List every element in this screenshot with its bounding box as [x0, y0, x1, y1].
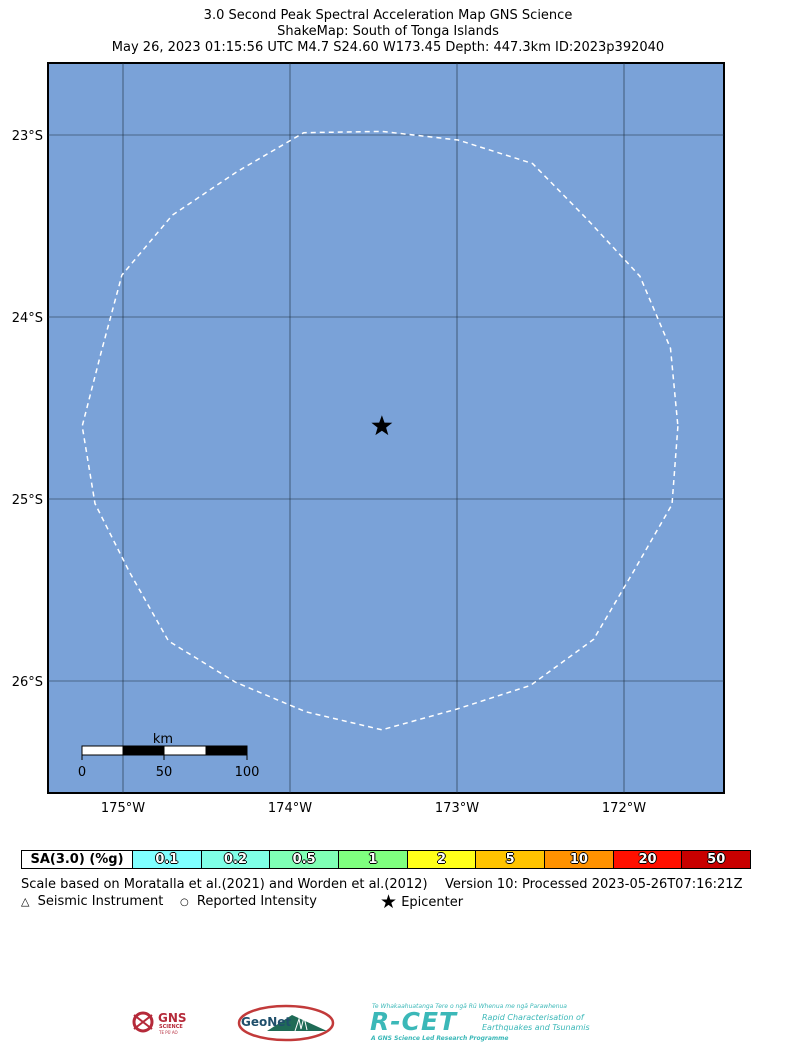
graticule — [48, 63, 724, 793]
scale-bar-unit: km — [153, 732, 173, 747]
rcet-description-1: Rapid Characterisation of — [482, 1013, 584, 1022]
rcet-description-2: Earthquakes and Tsunamis — [482, 1023, 590, 1032]
legend-bin: 20 — [613, 851, 683, 868]
legend-bin: 0.2 — [201, 851, 271, 868]
geonet-emblem-icon — [237, 1004, 335, 1042]
contour-line — [81, 130, 679, 731]
scale-bar-tick-100: 100 — [235, 765, 260, 780]
gns-logo: GNS SCIENCE TE PŪ AO — [130, 1009, 192, 1037]
longitude-label: 172°W — [602, 801, 646, 816]
legend-label: SA(3.0) (%g) — [22, 851, 133, 868]
version-note: Version 10: Processed 2023-05-26T07:16:2… — [445, 877, 743, 892]
scale-bar-segment-1 — [81, 745, 124, 756]
circle-icon: ○ — [180, 897, 189, 908]
seismic-instrument-label: Seismic Instrument — [37, 894, 164, 909]
legend-bin: 10 — [545, 851, 614, 868]
scale-bar-segment-4 — [205, 745, 248, 756]
reported-intensity-label: Reported Intensity — [196, 894, 317, 909]
longitude-labels: 175°W 174°W 173°W 172°W — [101, 801, 646, 816]
longitude-label: 173°W — [435, 801, 479, 816]
latitude-labels: 23°S 24°S 25°S 26°S — [12, 129, 43, 690]
geonet-wordmark: GeoNet — [241, 1015, 292, 1029]
legend-epicenter: ★ Epicenter — [380, 891, 463, 913]
rcet-tagline-top: Te Whakaahuatanga Tere o ngā Rū Whenua m… — [372, 1003, 567, 1010]
map-subtitle: ShakeMap: South of Tonga Islands — [277, 24, 499, 39]
legend-bin: 0.1 — [133, 851, 202, 868]
legend-bin: 50 — [682, 851, 751, 868]
triangle-icon: △ — [21, 895, 30, 908]
rcet-logo: Te Whakaahuatanga Tere o ngā Rū Whenua m… — [370, 1003, 595, 1045]
epicenter-label: Epicenter — [401, 895, 464, 910]
latitude-label: 23°S — [12, 129, 43, 144]
scale-source-note: Scale based on Moratalla et al.(2021) an… — [21, 877, 428, 892]
gns-wordmark: GNS — [158, 1011, 187, 1025]
scale-bar-segment-3 — [163, 745, 207, 756]
epicenter-star-icon — [371, 415, 393, 436]
gns-subtext-2: TE PŪ AO — [159, 1030, 178, 1035]
latitude-label: 24°S — [12, 311, 43, 326]
intensity-legend: SA(3.0) (%g) 0.1 0.2 0.5 1 2 5 10 20 50 — [21, 850, 751, 869]
map-title: 3.0 Second Peak Spectral Acceleration Ma… — [203, 8, 573, 23]
legend-bin: 0.5 — [270, 851, 340, 868]
scale-bar-tick-50: 50 — [156, 765, 173, 780]
longitude-label: 175°W — [101, 801, 145, 816]
scale-bar-segment-2 — [122, 745, 165, 756]
latitude-label: 26°S — [12, 675, 43, 690]
rcet-tagline-bottom: A GNS Science Led Research Programme — [371, 1035, 509, 1042]
star-icon: ★ — [380, 891, 398, 913]
geonet-logo: GeoNet — [237, 1003, 335, 1043]
longitude-label: 174°W — [268, 801, 312, 816]
rcet-wordmark: R-CET — [370, 1007, 458, 1036]
scale-bar: km 0 50 100 — [78, 732, 260, 780]
scale-bar-tick-0: 0 — [78, 765, 86, 780]
gns-emblem-icon — [132, 1011, 154, 1033]
shakemap-figure: 23°S 24°S 25°S 26°S 175°W 174°W 173°W 172°W km… — [12, 62, 725, 816]
gns-subtext: SCIENCE — [159, 1024, 183, 1030]
event-info: May 26, 2023 01:15:56 UTC M4.7 S24.60 W1… — [111, 40, 665, 55]
legend-reported-intensity: ○ Reported Intensity — [180, 894, 317, 909]
latitude-label: 25°S — [12, 493, 43, 508]
legend-bin: 2 — [407, 851, 477, 868]
legend-bin: 5 — [476, 851, 546, 868]
legend-seismic-instrument: △ Seismic Instrument — [21, 894, 163, 909]
legend-bin: 1 — [339, 851, 408, 868]
